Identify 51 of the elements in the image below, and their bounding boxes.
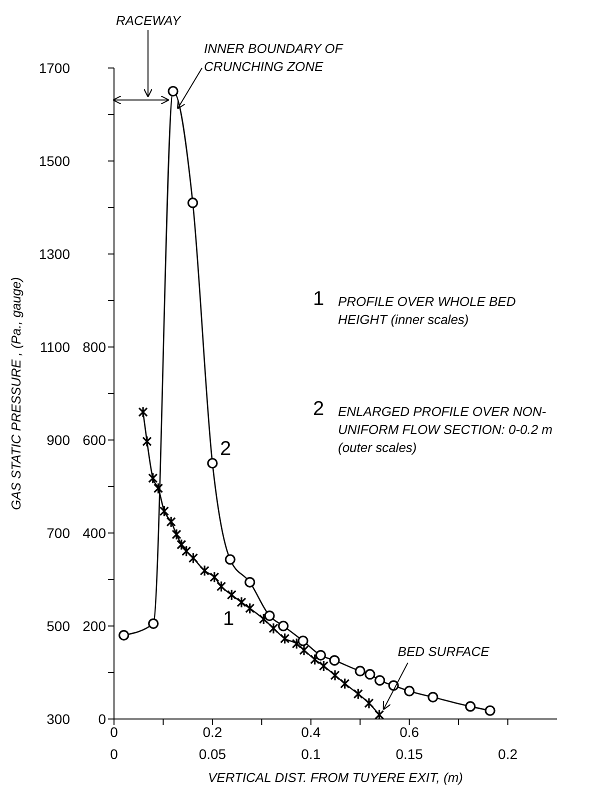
point xyxy=(340,678,350,690)
x2-tick-label: 0.1 xyxy=(301,746,321,762)
text: 2 xyxy=(313,398,324,420)
annotation: BED SURFACE xyxy=(398,642,490,661)
point xyxy=(142,436,152,448)
point xyxy=(138,406,148,418)
x-axis-title: VERTICAL DIST. FROM TUYERE EXIT, (m) xyxy=(208,770,463,785)
series-label: 2 xyxy=(220,438,232,461)
y2-tick-label: 400 xyxy=(82,524,106,541)
point xyxy=(310,654,320,666)
y-tick-label: 500 xyxy=(46,618,70,634)
series-label: 1 xyxy=(223,608,234,631)
x2-tick-label: 0.2 xyxy=(498,746,518,762)
x2-tick-label: 0.05 xyxy=(198,746,226,762)
point xyxy=(299,644,309,656)
x-tick-label: 0.2 xyxy=(202,724,222,740)
y2-tick-label: 200 xyxy=(82,618,106,634)
y-axis-title: GAS STATIC PRESSURE , (Pa., gauge) xyxy=(8,277,24,510)
y-tick-label: 300 xyxy=(46,710,70,727)
text: RACEWAY xyxy=(116,12,182,30)
x2-tick-label: 0.15 xyxy=(396,746,424,762)
point xyxy=(258,613,268,625)
point xyxy=(292,638,302,650)
point xyxy=(200,564,210,576)
point xyxy=(318,660,328,672)
x-tick-label: 0.4 xyxy=(301,724,321,740)
point xyxy=(245,602,255,614)
point xyxy=(226,589,236,601)
text: 1 xyxy=(313,288,324,310)
y-tick-label: 700 xyxy=(46,524,70,541)
point xyxy=(268,622,278,634)
x-tick-label: 0 xyxy=(110,724,118,740)
y-tick-label: 1100 xyxy=(40,338,70,355)
y-tick-label: 1300 xyxy=(38,246,70,262)
x2-tick-label: 0 xyxy=(110,746,118,762)
point xyxy=(236,596,246,608)
point xyxy=(280,632,290,644)
point xyxy=(364,697,374,709)
annotation: INNER BOUNDARY OF CRUNCHING ZONE xyxy=(204,40,344,76)
x-tick-label: 0.6 xyxy=(400,724,420,740)
y-tick-label: 900 xyxy=(46,432,70,448)
point xyxy=(353,688,363,700)
point xyxy=(330,669,340,682)
point xyxy=(374,709,384,719)
y2-tick-label: 800 xyxy=(82,338,106,355)
y2-tick-label: 600 xyxy=(82,432,106,448)
y-tick-label: 1500 xyxy=(38,152,70,169)
annotation: ENLARGED PROFILE OVER NON-UNIFORM FLOW SECTION: 0-0.2 m (outer scales) xyxy=(338,403,554,457)
y2-tick-label: 0 xyxy=(98,710,106,727)
annotation: PROFILE OVER WHOLE BED HEIGHT (inner scales) xyxy=(338,293,517,329)
y-tick-label: 1700 xyxy=(38,60,70,76)
